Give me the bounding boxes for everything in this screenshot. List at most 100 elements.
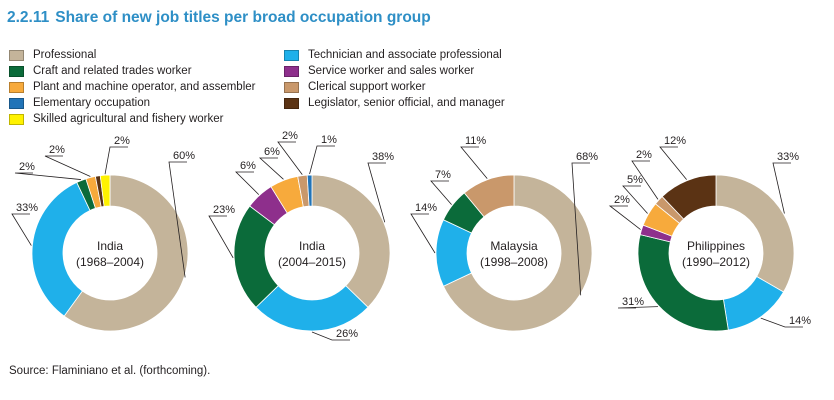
legend-label: Skilled agricultural and fishery worker	[33, 113, 224, 125]
slice-label: 7%	[435, 169, 451, 181]
legend-label: Elementary occupation	[33, 97, 150, 109]
slice-label: 6%	[264, 146, 280, 158]
slice-label: 38%	[372, 151, 394, 163]
legend-swatch	[9, 113, 24, 125]
legend-swatch	[284, 97, 299, 109]
slice-label: 23%	[213, 204, 235, 216]
figure-title-text: Share of new job titles per broad occupa…	[55, 9, 431, 26]
leader-line	[622, 185, 648, 214]
donut-title: India	[299, 239, 325, 253]
donut-chart-2: 38%26%23%6%6%2% 1%India(2004–2015)	[208, 130, 394, 341]
legend-item-clerical: Clerical support worker	[284, 79, 426, 95]
slice-label: 2%	[614, 194, 630, 206]
slice-professional	[442, 174, 593, 332]
donut-title: Philippines	[687, 239, 745, 253]
leader-line	[608, 205, 641, 230]
leader-line	[208, 215, 234, 259]
slice-label: 14%	[415, 202, 437, 214]
slice-elementary-occupation	[306, 174, 313, 207]
slice-label: 68%	[576, 151, 598, 163]
legend-item-technician: Technician and associate professional	[284, 47, 502, 63]
leader-line	[11, 213, 32, 246]
slice-label: 33%	[777, 151, 799, 163]
slice-professional	[311, 174, 391, 308]
figure-number: 2.2.11	[7, 9, 50, 26]
slice-technician-and-associate-professional	[255, 285, 369, 332]
slice-label: 2%	[282, 130, 298, 142]
slice-label: 31%	[622, 296, 644, 308]
slice-label: 2%	[49, 144, 65, 156]
slice-label: 1%	[321, 134, 337, 146]
leader-line	[104, 146, 128, 175]
legend-label: Service worker and sales worker	[308, 65, 475, 77]
leader-line	[168, 161, 187, 278]
leader-line	[772, 162, 791, 214]
donut-chart-4: 33% 14% 31% 2% 5% 2% 12% Philippines (1990–2012)	[608, 135, 811, 332]
legend-label: Craft and related trades worker	[33, 65, 192, 77]
leader-line	[617, 306, 658, 309]
slice-label: 11%	[465, 135, 486, 147]
slice-label: 2%	[636, 149, 652, 161]
legend-item-craft: Craft and related trades worker	[9, 63, 192, 79]
legend-label: Legislator, senior official, and manager	[308, 97, 505, 109]
slice-legislator-senior-official-and-manager	[661, 174, 717, 220]
legend-swatch	[284, 49, 299, 61]
leader-line	[430, 180, 452, 205]
slice-skilled-agricultural-and-fishery-worker	[99, 174, 111, 207]
legend-swatch	[9, 97, 24, 109]
figure-title: 2.2.11 Share of new job titles per broad …	[7, 9, 431, 27]
legend-swatch	[9, 81, 24, 93]
legend-swatch	[284, 65, 299, 77]
donut-title: Malaysia	[490, 239, 538, 253]
leader-line	[659, 146, 687, 180]
leader-line	[410, 213, 436, 254]
slice-label: 6%	[240, 160, 256, 172]
donut-subtitle: (1998–2008)	[480, 255, 548, 269]
leader-line	[14, 172, 81, 180]
legend: Professional Craft and related trades wo…	[9, 47, 569, 131]
leader-line	[460, 146, 488, 179]
leader-line	[571, 162, 590, 296]
legend-item-professional: Professional	[9, 47, 96, 63]
slice-label: 60%	[173, 150, 195, 162]
legend-swatch	[9, 49, 24, 61]
legend-label: Clerical support worker	[308, 81, 426, 93]
legend-label: Professional	[33, 49, 97, 61]
donut-subtitle: (1990–2012)	[682, 255, 750, 269]
donut-chart-1: 60% 33% 2% 2% 2% India (1968–2004)	[11, 135, 195, 332]
slice-professional	[715, 174, 795, 293]
legend-item-service: Service worker and sales worker	[284, 63, 474, 79]
slice-label: 2%	[114, 135, 130, 147]
leader-line	[760, 317, 803, 328]
legend-swatch	[9, 65, 24, 77]
leader-line	[277, 141, 303, 175]
legend-item-legislator: Legislator, senior official, and manager	[284, 95, 505, 111]
donut-title: India	[97, 239, 123, 253]
slice-label: 33%	[16, 202, 38, 214]
slice-label: 26%	[336, 328, 358, 340]
legend-item-plant: Plant and machine operator, and assemble…	[9, 79, 255, 95]
leader-line	[311, 331, 350, 341]
source-note: Source: Flaminiano et al. (forthcoming).	[9, 365, 211, 377]
leader-line	[631, 160, 659, 200]
slice-label: 12%	[664, 135, 686, 147]
slice-label: 2%	[19, 161, 35, 173]
leader-line	[309, 145, 335, 175]
leader-line	[367, 162, 386, 223]
leader-line	[235, 171, 260, 195]
slice-label: 14%	[789, 315, 811, 327]
leader-line	[258, 157, 284, 180]
slice-label: 5%	[627, 174, 643, 186]
leader-line	[44, 155, 91, 177]
legend-label: Technician and associate professional	[308, 49, 502, 61]
slice-clerical-support-worker	[463, 174, 515, 218]
slice-professional	[63, 174, 189, 332]
donut-subtitle: (1968–2004)	[76, 255, 144, 269]
legend-label: Plant and machine operator, and assemble…	[33, 81, 256, 93]
donut-chart-3: 68% 14% 7% 11% Malaysia (1998–2008)	[410, 135, 598, 332]
legend-swatch	[284, 81, 299, 93]
legend-item-elementary: Elementary occupation	[9, 95, 150, 111]
legend-item-agricultural: Skilled agricultural and fishery worker	[9, 111, 223, 127]
donut-subtitle: (2004–2015)	[278, 255, 346, 269]
